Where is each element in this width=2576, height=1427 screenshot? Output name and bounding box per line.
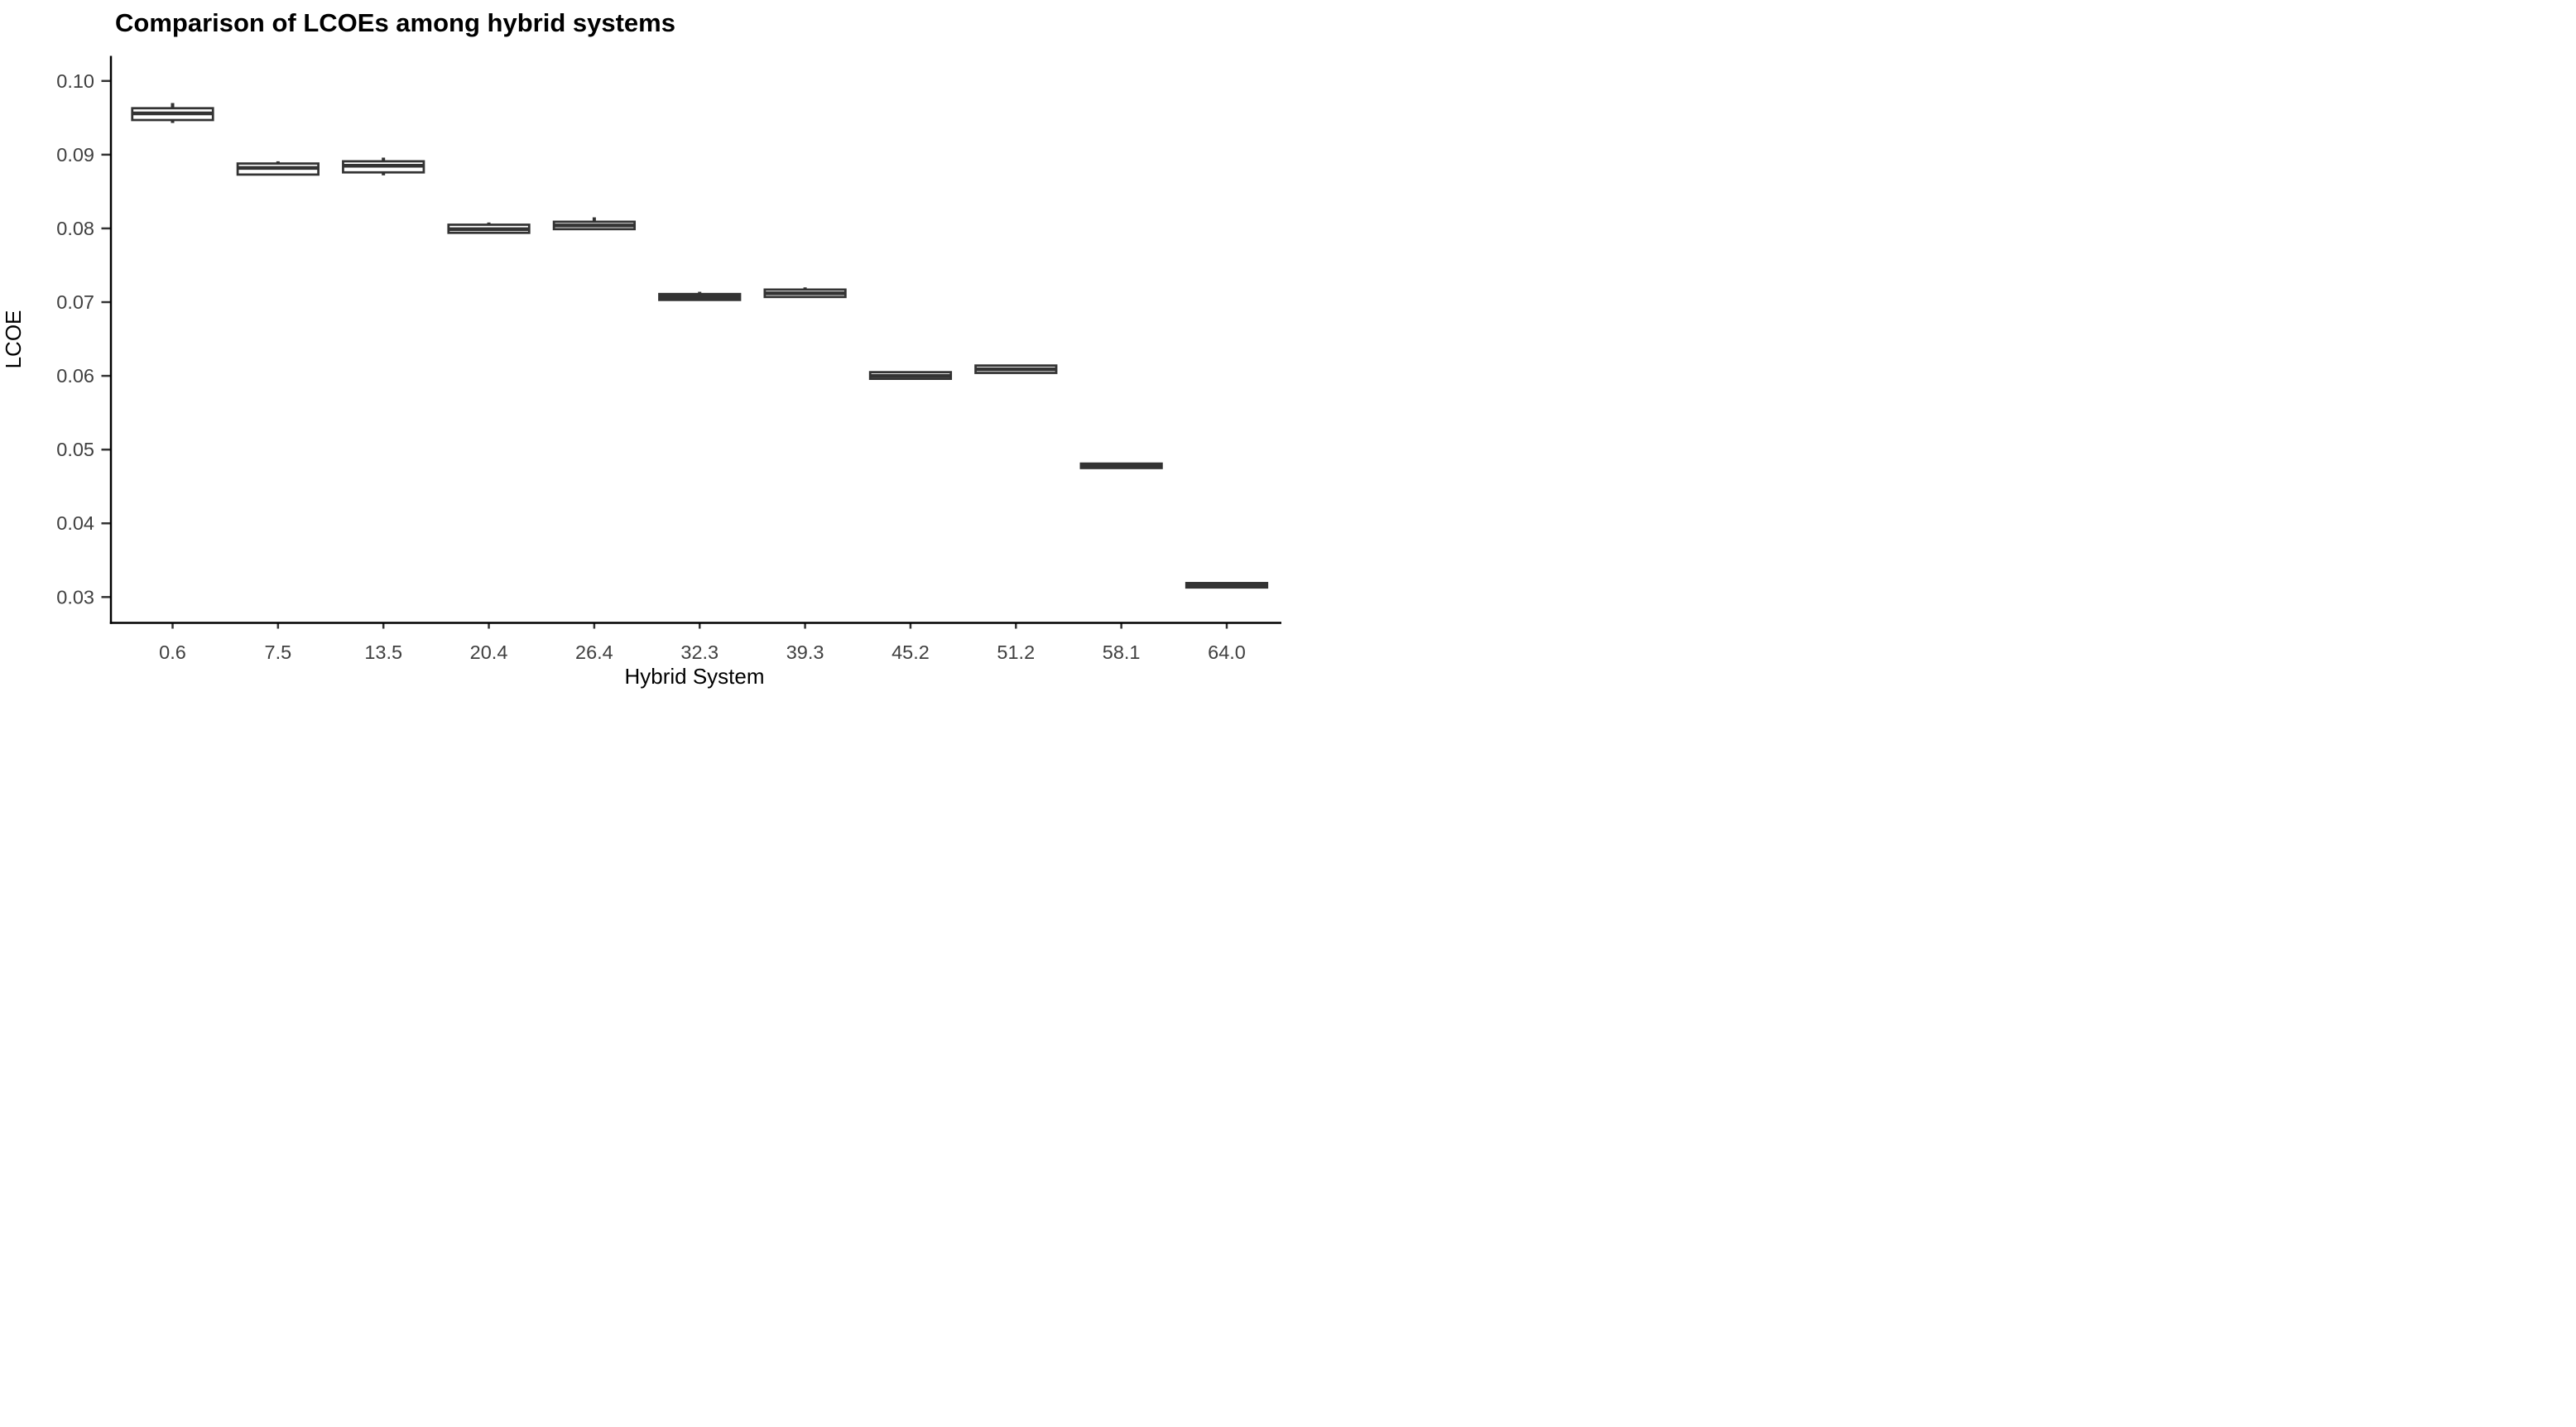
x-tick-label: 39.3 <box>786 641 824 663</box>
x-tick-label: 0.6 <box>159 641 186 663</box>
y-tick-label: 0.09 <box>56 144 94 166</box>
x-tick-label: 64.0 <box>1208 641 1246 663</box>
boxplot-0.6 <box>131 103 214 123</box>
boxplot-45.2 <box>868 371 953 381</box>
boxplot-51.2 <box>974 364 1058 374</box>
x-axis-title: Hybrid System <box>624 664 764 689</box>
x-tick-label: 51.2 <box>997 641 1035 663</box>
y-tick-label: 0.03 <box>56 586 94 608</box>
boxplot-20.4 <box>447 222 531 234</box>
boxplot-58.1 <box>1079 462 1163 469</box>
y-tick-label: 0.04 <box>56 512 94 534</box>
boxplot-32.3 <box>658 291 742 301</box>
chart-background <box>0 0 1288 714</box>
chart-title: Comparison of LCOEs among hybrid systems <box>115 8 675 37</box>
x-tick-label: 20.4 <box>470 641 508 663</box>
x-tick-label: 7.5 <box>265 641 292 663</box>
y-tick-label: 0.10 <box>56 70 94 92</box>
y-axis-title: LCOE <box>1 310 26 369</box>
plot-area: 0.10 0.09 0.08 0.07 0.06 0.05 0.04 0.03 0.6 7.5 13… <box>56 55 1281 663</box>
boxplot-13.5 <box>342 157 425 175</box>
boxplot-7.5 <box>236 161 320 176</box>
boxplot-64.0 <box>1185 582 1269 589</box>
boxplot-39.3 <box>763 287 847 299</box>
y-tick-label: 0.08 <box>56 218 94 239</box>
chart-canvas: Comparison of LCOEs among hybrid systems… <box>0 0 1288 714</box>
boxplot-chart: Comparison of LCOEs among hybrid systems… <box>0 0 1288 714</box>
x-tick-label: 32.3 <box>680 641 718 663</box>
x-tick-label: 13.5 <box>364 641 402 663</box>
y-tick-label: 0.05 <box>56 439 94 460</box>
y-tick-label: 0.06 <box>56 365 94 387</box>
x-tick-label: 26.4 <box>575 641 613 663</box>
y-tick-label: 0.07 <box>56 291 94 313</box>
x-tick-label: 45.2 <box>892 641 930 663</box>
boxplot-26.4 <box>552 217 637 231</box>
x-tick-label: 58.1 <box>1103 641 1141 663</box>
